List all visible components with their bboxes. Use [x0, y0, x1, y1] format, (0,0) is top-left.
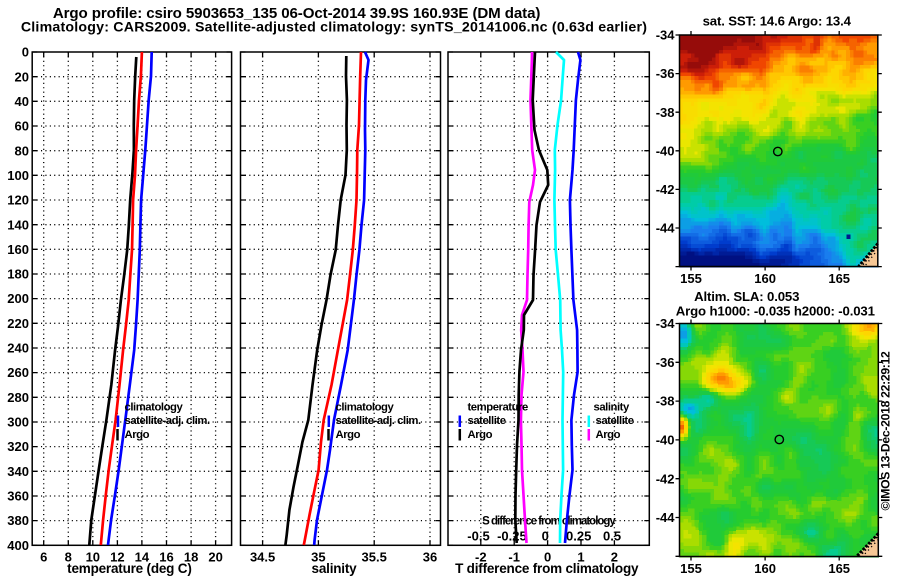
- svg-text:-40: -40: [656, 143, 675, 158]
- svg-text:-36: -36: [656, 355, 675, 370]
- svg-text:120: 120: [7, 193, 29, 208]
- svg-text:Climatology: CARS2009. Satelli: Climatology: CARS2009. Satellite-adjuste…: [21, 20, 647, 36]
- svg-text:Argo profile: csiro 5903653_13: Argo profile: csiro 5903653_135 06-Oct-2…: [53, 5, 541, 22]
- svg-text:100: 100: [7, 168, 29, 183]
- svg-text:-44: -44: [656, 221, 676, 236]
- svg-text:-36: -36: [656, 66, 675, 81]
- svg-text:climatology: climatology: [125, 402, 184, 414]
- svg-text:360: 360: [7, 489, 29, 504]
- svg-text:salinity: salinity: [594, 402, 630, 414]
- svg-text:2: 2: [611, 550, 618, 565]
- svg-text:-2: -2: [475, 550, 487, 565]
- svg-text:T difference from climatology: T difference from climatology: [455, 561, 639, 576]
- svg-text:temperature (deg C): temperature (deg C): [67, 561, 191, 576]
- svg-text:35: 35: [311, 550, 325, 565]
- svg-text:34.5: 34.5: [250, 550, 275, 565]
- svg-text:0: 0: [544, 550, 551, 565]
- svg-text:400: 400: [7, 538, 29, 553]
- svg-text:-38: -38: [656, 394, 675, 409]
- svg-text:155: 155: [680, 271, 702, 286]
- svg-text:10: 10: [86, 550, 100, 565]
- svg-text:-42: -42: [656, 471, 675, 486]
- svg-text:60: 60: [15, 119, 29, 134]
- svg-text:-34: -34: [656, 28, 676, 43]
- svg-text:220: 220: [7, 316, 29, 331]
- svg-text:18: 18: [184, 550, 198, 565]
- svg-text:0.5: 0.5: [603, 529, 621, 544]
- svg-text:380: 380: [7, 513, 29, 528]
- svg-text:140: 140: [7, 217, 29, 232]
- svg-text:14: 14: [135, 550, 150, 565]
- svg-text:300: 300: [7, 415, 29, 430]
- svg-text:©IMOS 13-Dec-2018 22:29:12: ©IMOS 13-Dec-2018 22:29:12: [879, 351, 893, 511]
- svg-text:-40: -40: [656, 433, 675, 448]
- svg-text:155: 155: [680, 561, 702, 576]
- svg-text:0: 0: [542, 529, 549, 544]
- svg-text:165: 165: [828, 561, 850, 576]
- svg-text:8: 8: [65, 550, 72, 565]
- svg-text:-0.25: -0.25: [497, 529, 527, 544]
- svg-text:-34: -34: [656, 316, 676, 331]
- svg-text:0.25: 0.25: [566, 529, 591, 544]
- svg-text:sat. SST: 14.6 Argo: 13.4: sat. SST: 14.6 Argo: 13.4: [703, 13, 852, 28]
- svg-text:Argo: Argo: [596, 429, 621, 441]
- svg-text:16: 16: [159, 550, 173, 565]
- svg-text:temperature: temperature: [468, 402, 529, 414]
- svg-text:-42: -42: [656, 182, 675, 197]
- svg-text:satellite-adj. clim.: satellite-adj. clim.: [336, 415, 421, 427]
- svg-text:240: 240: [7, 341, 29, 356]
- svg-text:260: 260: [7, 365, 29, 380]
- svg-text:200: 200: [7, 291, 29, 306]
- svg-text:-44: -44: [656, 510, 676, 525]
- svg-text:180: 180: [7, 267, 29, 282]
- svg-text:-0.5: -0.5: [467, 529, 489, 544]
- svg-text:-1: -1: [508, 550, 520, 565]
- svg-text:Argo h1000: -0.035 h2000: -0.0: Argo h1000: -0.035 h2000: -0.031: [676, 304, 875, 319]
- svg-text:6: 6: [40, 550, 47, 565]
- svg-text:-38: -38: [656, 105, 675, 120]
- svg-text:1: 1: [577, 550, 584, 565]
- svg-text:160: 160: [754, 271, 776, 286]
- svg-text:36: 36: [423, 550, 437, 565]
- svg-text:20: 20: [208, 550, 222, 565]
- svg-text:280: 280: [7, 390, 29, 405]
- svg-text:Altim. SLA: 0.053: Altim. SLA: 0.053: [694, 289, 799, 304]
- svg-text:climatology: climatology: [336, 402, 395, 414]
- svg-text:40: 40: [15, 94, 29, 109]
- svg-text:165: 165: [828, 271, 850, 286]
- svg-text:Argo: Argo: [468, 429, 493, 441]
- svg-text:Argo: Argo: [336, 429, 361, 441]
- svg-text:salinity: salinity: [312, 561, 358, 576]
- svg-text:12: 12: [110, 550, 124, 565]
- svg-text:satellite: satellite: [596, 415, 634, 427]
- svg-text:S difference from climatology: S difference from climatology: [482, 516, 616, 528]
- svg-text:satellite-adj. clim.: satellite-adj. clim.: [125, 415, 210, 427]
- svg-text:160: 160: [7, 242, 29, 257]
- svg-text:20: 20: [15, 69, 29, 84]
- svg-text:satellite: satellite: [468, 415, 506, 427]
- svg-text:80: 80: [15, 143, 29, 158]
- svg-text:340: 340: [7, 464, 29, 479]
- svg-text:320: 320: [7, 439, 29, 454]
- svg-text:0: 0: [22, 45, 29, 60]
- svg-text:160: 160: [754, 561, 776, 576]
- svg-text:Argo: Argo: [125, 429, 150, 441]
- svg-text:35.5: 35.5: [362, 550, 387, 565]
